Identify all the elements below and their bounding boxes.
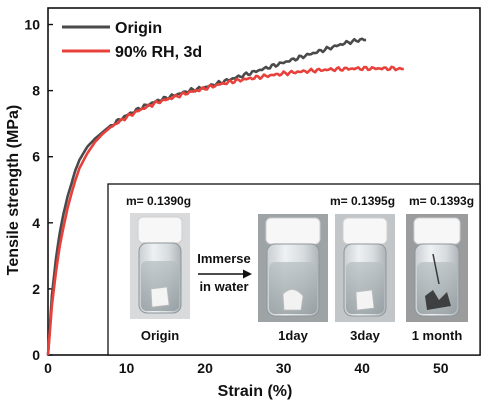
y-tick-label-0: 0 bbox=[32, 347, 40, 363]
vial-photo-0 bbox=[130, 213, 190, 319]
immerse-arrow-head bbox=[243, 269, 252, 279]
x-tick-label-5: 50 bbox=[433, 360, 449, 376]
y-tick-label-3: 6 bbox=[32, 149, 40, 165]
film-sample-3 bbox=[425, 290, 451, 310]
immerse-text-line2: in water bbox=[199, 279, 248, 294]
y-tick-label-2: 4 bbox=[32, 215, 40, 231]
photo-label-origin: Origin bbox=[141, 328, 179, 343]
x-tick-label-4: 40 bbox=[354, 360, 370, 376]
series-line-1 bbox=[46, 65, 404, 356]
legend-label-origin: Origin bbox=[115, 20, 162, 37]
x-tick-label-2: 20 bbox=[197, 360, 213, 376]
legend-label-rh: 90% RH, 3d bbox=[115, 44, 202, 61]
vial-cap-0 bbox=[137, 216, 183, 244]
series-layer bbox=[46, 37, 404, 356]
vial-photo-2 bbox=[335, 214, 395, 322]
x-tick-label-3: 30 bbox=[276, 360, 292, 376]
x-tick-label-0: 0 bbox=[44, 360, 52, 376]
legend: Origin 90% RH, 3d bbox=[62, 20, 202, 61]
immerse-text-line1: Immerse bbox=[197, 251, 250, 266]
inset-mass-origin: m= 0.1390g bbox=[126, 194, 191, 208]
photo-label-1day: 1day bbox=[278, 328, 308, 343]
inset-panel: m= 0.1390g m= 0.1395g m= 0.1393g Immerse… bbox=[107, 183, 481, 356]
axis-ticks: 0 10 20 30 40 50 0 2 4 6 8 10 bbox=[24, 17, 448, 376]
y-tick-label-4: 8 bbox=[32, 83, 40, 99]
film-sample-1 bbox=[282, 289, 304, 311]
film-fragment-3 bbox=[432, 253, 440, 285]
vial-photo-1 bbox=[258, 214, 328, 322]
photo-label-1month: 1 month bbox=[412, 328, 463, 343]
vial-cap-3 bbox=[413, 217, 461, 245]
vial-water-0 bbox=[141, 261, 179, 311]
y-axis-label: Tensile strength (MPa) bbox=[5, 105, 22, 275]
film-sample-0 bbox=[150, 286, 170, 308]
inset-mass-3day: m= 0.1395g bbox=[330, 194, 395, 208]
y-tick-label-1: 2 bbox=[32, 281, 40, 297]
vial-water-2 bbox=[346, 262, 384, 314]
x-tick-label-1: 10 bbox=[119, 360, 135, 376]
film-sample-2 bbox=[355, 289, 375, 311]
vial-water-1 bbox=[269, 262, 317, 314]
x-axis-label: Strain (%) bbox=[218, 383, 293, 400]
vial-photo-3 bbox=[406, 214, 468, 322]
vial-cap-2 bbox=[342, 217, 388, 245]
vial-photos bbox=[130, 213, 468, 322]
inset-mass-1month: m= 0.1393g bbox=[409, 194, 474, 208]
y-tick-label-5: 10 bbox=[24, 17, 40, 33]
photo-label-3day: 3day bbox=[350, 328, 380, 343]
vial-cap-1 bbox=[265, 217, 321, 245]
